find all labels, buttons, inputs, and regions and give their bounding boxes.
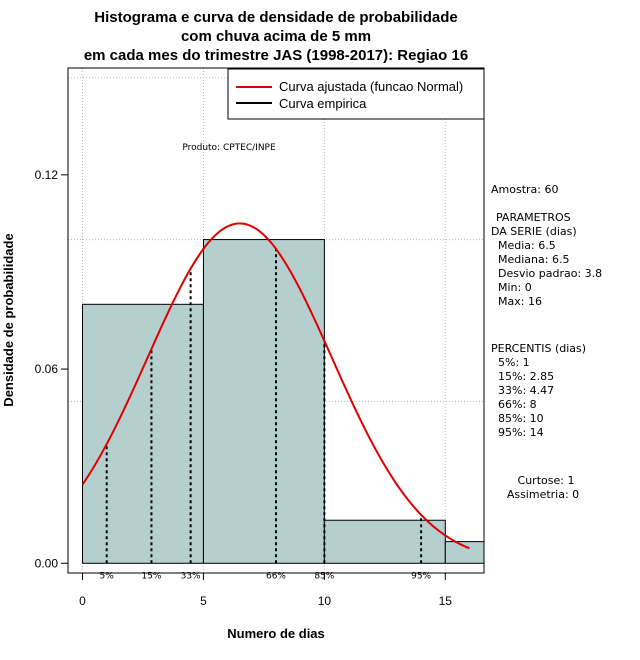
stat-desvio: Desvio padrao: 3.8 <box>498 267 602 280</box>
chart-title-line-3: em cada mes do trimestre JAS (1998-2017)… <box>84 47 468 64</box>
y-tick-label-1: 0.06 <box>35 362 59 376</box>
stat-p85: 85%: 10 <box>498 412 544 425</box>
stat-p95: 95%: 14 <box>498 426 544 439</box>
stat-max: Max: 16 <box>498 295 542 308</box>
histogram-bar-1 <box>202 239 325 564</box>
chart-title-line-2: com chuva acima de 5 mm <box>181 28 371 45</box>
x-tick-label-3: 15 <box>439 594 453 608</box>
percentile-label-3: 66% <box>266 571 286 581</box>
x-tick-label-1: 5 <box>200 594 207 608</box>
bars-layer <box>82 239 485 564</box>
plot-frame <box>67 67 485 574</box>
stats-panel: Amostra: 60 PARAMETROS DA SERIE (dias) M… <box>491 183 602 501</box>
stat-percentis-title: PERCENTIS (dias) <box>491 342 586 355</box>
percentile-label-1: 15% <box>141 571 161 581</box>
x-tick-label-2: 10 <box>318 594 332 608</box>
histogram-bar-3 <box>444 541 485 564</box>
percentile-label-5: 95% <box>411 571 431 581</box>
curve-layer <box>81 222 470 550</box>
stat-mediana: Mediana: 6.5 <box>498 253 569 266</box>
y-tick-label-2: 0.12 <box>35 168 59 182</box>
normal-density-curve <box>81 222 470 550</box>
stat-p33: 33%: 4.47 <box>498 384 554 397</box>
stat-amostra: Amostra: 60 <box>491 183 558 196</box>
y-tick-label-0: 0.00 <box>35 556 59 570</box>
stat-min: Min: 0 <box>498 281 532 294</box>
x-axis-label: Numero de dias <box>227 626 325 641</box>
legend: Curva ajustada (funcao Normal) Curva emp… <box>227 68 485 120</box>
percentile-label-2: 33% <box>181 571 201 581</box>
x-tick-label-0: 0 <box>79 594 86 608</box>
legend-box <box>227 68 485 120</box>
percentile-label-0: 5% <box>100 571 115 581</box>
stat-curtose: Curtose: 1 <box>518 474 575 487</box>
histogram-bar-0 <box>82 303 204 564</box>
stat-p15: 15%: 2.85 <box>498 370 554 383</box>
histogram-bar-2 <box>323 519 446 564</box>
chart-title-line-1: Histograma e curva de densidade de proba… <box>94 9 457 26</box>
legend-label-normal: Curva ajustada (funcao Normal) <box>279 79 463 94</box>
legend-label-empirical: Curva empirica <box>279 96 367 111</box>
stat-media: Media: 6.5 <box>498 239 556 252</box>
product-label: Produto: CPTEC/INPE <box>182 143 276 153</box>
stat-assimetria: Assimetria: 0 <box>507 488 579 501</box>
stat-p66: 66%: 8 <box>498 398 537 411</box>
stat-params-title-1: PARAMETROS <box>496 211 571 224</box>
y-axis-label: Densidade de probabilidade <box>1 233 16 406</box>
stat-p5: 5%: 1 <box>498 356 530 369</box>
stat-params-title-2: DA SERIE (dias) <box>491 225 577 238</box>
